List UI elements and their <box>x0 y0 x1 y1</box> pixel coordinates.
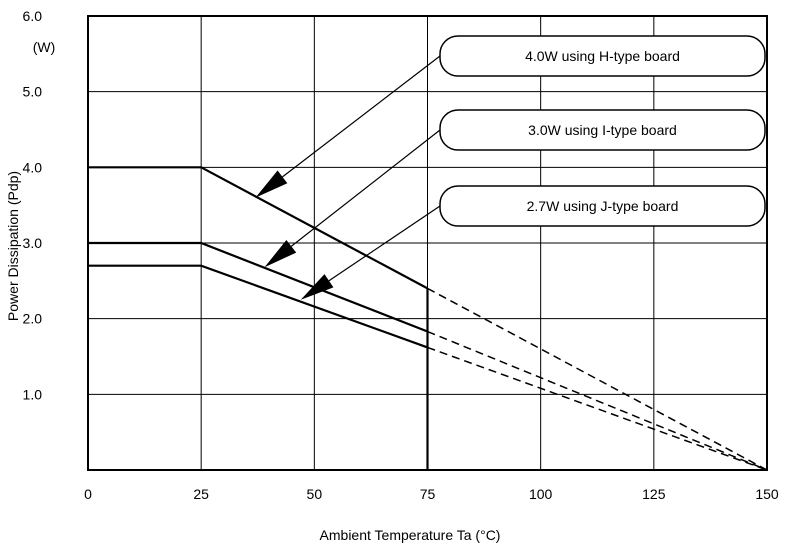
legend-callout-1: 4.0W using H-type board <box>255 35 766 198</box>
callout-label: 4.0W using H-type board <box>525 48 680 64</box>
y-tick-label: 2.0 <box>23 311 43 327</box>
callout-arrow-head <box>255 170 288 198</box>
y-tick-labels: 1.0 2.0 3.0 4.0 5.0 6.0 <box>23 8 43 402</box>
callout-arrow-head <box>300 274 334 300</box>
series-line-dashed-1 <box>427 287 768 471</box>
y-tick-label: 4.0 <box>23 159 43 175</box>
x-tick-label: 0 <box>84 486 92 502</box>
x-tick-labels: 0 25 50 75 100 125 150 <box>84 486 779 502</box>
y-unit-label: (W) <box>33 39 56 55</box>
callout-arrow-shaft <box>282 55 441 178</box>
x-tick-label: 100 <box>529 486 553 502</box>
y-tick-label: 5.0 <box>23 84 43 100</box>
callout-arrow-head <box>264 239 297 268</box>
callout-arrow-shaft <box>290 129 441 247</box>
x-tick-label: 50 <box>307 486 323 502</box>
x-axis-label: Ambient Temperature Ta (°C) <box>320 527 501 543</box>
x-tick-label: 150 <box>755 486 779 502</box>
y-tick-label: 3.0 <box>23 235 43 251</box>
legend-callouts: 4.0W using H-type board 3.0W using I-type… <box>255 35 766 300</box>
y-axis-label: Power Dissipation (Pdp) <box>5 171 21 321</box>
callout-label: 3.0W using I-type board <box>528 122 677 138</box>
x-tick-label: 25 <box>193 486 209 502</box>
x-tick-label: 125 <box>642 486 666 502</box>
y-tick-label: 1.0 <box>23 386 43 402</box>
callout-label: 2.7W using J-type board <box>527 198 679 214</box>
series-line-dashed-3 <box>427 346 768 471</box>
series-line-solid-3 <box>88 264 428 349</box>
series-line-solid-1 <box>88 166 429 290</box>
series-line-dashed-2 <box>427 330 768 471</box>
callout-arrow-shaft <box>328 205 441 282</box>
legend-callout-3: 2.7W using J-type board <box>300 185 766 300</box>
y-tick-label: 6.0 <box>23 8 43 24</box>
x-tick-label: 75 <box>420 486 436 502</box>
series-line-solid-2 <box>88 241 428 333</box>
series-lines <box>88 166 768 471</box>
legend-callout-2: 3.0W using I-type board <box>264 109 766 268</box>
